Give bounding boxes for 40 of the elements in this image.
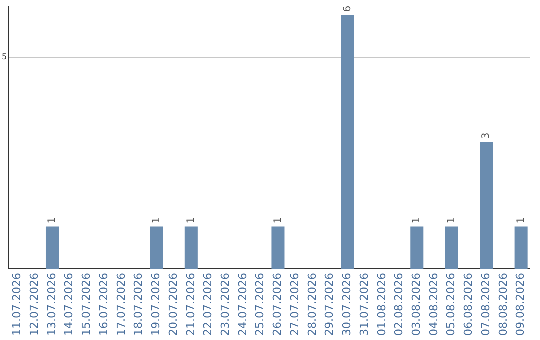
x-tick-label: 28.07.2026 bbox=[306, 273, 319, 336]
x-tick-label: 03.08.2026 bbox=[410, 273, 423, 336]
x-tick-label: 22.07.2026 bbox=[202, 273, 215, 336]
x-tick-label: 08.08.2026 bbox=[496, 273, 510, 336]
x-tick-label: 18.07.2026 bbox=[132, 273, 146, 336]
data-label: 1 bbox=[151, 217, 162, 224]
x-tick-label: 06.08.2026 bbox=[462, 273, 476, 336]
x-tick-label: 24.07.2026 bbox=[236, 273, 250, 336]
x-tick-label: 20.07.2026 bbox=[166, 273, 180, 336]
x-tick-label: 16.07.2026 bbox=[97, 273, 110, 336]
data-label: 1 bbox=[446, 217, 458, 224]
x-tick-label: 09.08.2026 bbox=[514, 273, 528, 336]
data-label: 1 bbox=[412, 217, 423, 224]
x-tick-label: 01.08.2026 bbox=[375, 273, 388, 336]
x-tick-label: 12.07.2026 bbox=[28, 273, 41, 336]
x-tick-label: 04.08.2026 bbox=[427, 273, 440, 336]
x-tick-label: 17.07.2026 bbox=[114, 273, 128, 336]
x-tick-label: 19.07.2026 bbox=[150, 273, 163, 336]
x-tick-label: 14.07.2026 bbox=[62, 273, 76, 336]
x-tick-label: 07.08.2026 bbox=[479, 273, 492, 336]
data-label: 1 bbox=[47, 217, 58, 224]
x-tick-label: 21.07.2026 bbox=[184, 273, 198, 336]
x-tick-label: 13.07.2026 bbox=[45, 273, 58, 336]
x-tick-label: 02.08.2026 bbox=[392, 273, 406, 336]
x-tick-label: 23.07.2026 bbox=[218, 273, 232, 336]
x-tick-label: 29.07.2026 bbox=[323, 273, 336, 336]
x-tick-label: 30.07.2026 bbox=[340, 273, 354, 336]
x-tick-label: 11.07.2026 bbox=[10, 273, 24, 336]
data-label: 1 bbox=[186, 217, 197, 224]
x-tick-label: 31.07.2026 bbox=[358, 273, 371, 336]
x-tick-label: 27.07.2026 bbox=[288, 273, 302, 336]
y-tick-label: 5 bbox=[2, 52, 8, 62]
x-tick-label: 15.07.2026 bbox=[80, 273, 94, 336]
data-label: 3 bbox=[481, 132, 492, 140]
data-label: 6 bbox=[342, 6, 354, 12]
x-tick-label: 25.07.2026 bbox=[254, 273, 267, 336]
x-tick-label: 26.07.2026 bbox=[271, 273, 284, 336]
x-tick-label: 05.08.2026 bbox=[444, 273, 458, 336]
data-label: 1 bbox=[272, 217, 284, 224]
data-label: 1 bbox=[516, 217, 527, 224]
